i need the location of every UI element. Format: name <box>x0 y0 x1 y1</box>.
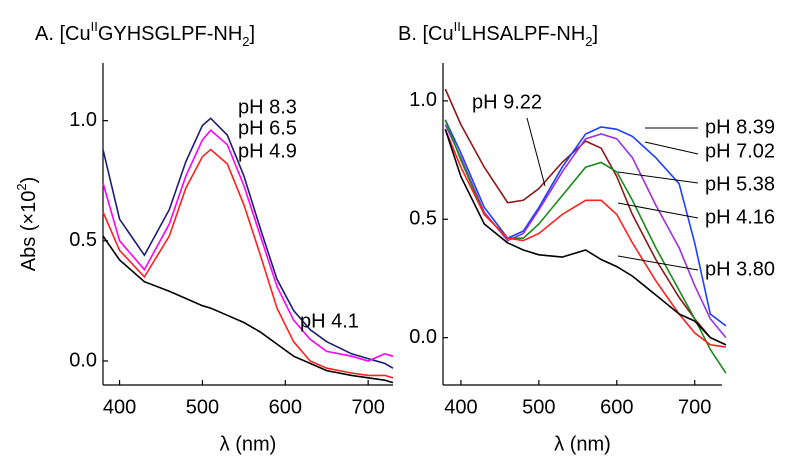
text-part: ) <box>18 177 40 184</box>
spectrum-line <box>444 88 727 346</box>
series-label: pH 6.5 <box>238 117 297 139</box>
y-tick-label: 0.0 <box>69 349 97 371</box>
x-tick-label: 400 <box>444 396 477 418</box>
text-part: 2 <box>14 183 29 190</box>
text-part: ] <box>250 23 256 45</box>
series-label: pH 3.80 <box>705 258 775 280</box>
text-part: 2 <box>585 34 592 49</box>
text-part: GYHSGLPF-NH <box>98 23 242 45</box>
x-tick-label: 500 <box>186 396 219 418</box>
chart-title: B. [CuIILHSALPF-NH2] <box>398 19 598 49</box>
spectrum-line <box>444 129 727 346</box>
x-tick-label: 700 <box>678 396 711 418</box>
series-label: pH 4.9 <box>238 140 297 162</box>
spectrum-line <box>444 124 727 339</box>
spectrum-line <box>444 119 727 327</box>
y-axis-label: Abs (×102) <box>14 177 40 272</box>
spectrum-line <box>102 129 394 362</box>
leader-line <box>644 141 699 155</box>
x-axis-label: λ (nm) <box>220 433 277 455</box>
x-axis-label: λ (nm) <box>554 433 611 455</box>
series-label: pH 8.3 <box>238 96 297 118</box>
spectrum-line <box>444 128 727 348</box>
text-part: A. [Cu <box>35 23 91 45</box>
x-tick-label: 700 <box>351 396 384 418</box>
text-part: II <box>91 19 98 34</box>
spectrum-line <box>444 119 727 374</box>
leader-line <box>617 171 699 184</box>
spectrum-line <box>102 148 394 379</box>
text-part: Abs (×10 <box>18 191 40 272</box>
series-label: pH 8.39 <box>705 116 775 138</box>
x-tick-label: 600 <box>600 396 633 418</box>
spectrum-line <box>102 117 394 369</box>
spectrum-line <box>102 235 394 384</box>
series-label: pH 7.02 <box>705 140 775 162</box>
leader-line <box>617 202 699 219</box>
text-part: B. [Cu <box>398 23 454 45</box>
y-tick-label: 1.0 <box>69 109 97 131</box>
y-tick-label: 1.0 <box>409 89 437 111</box>
x-tick-label: 600 <box>269 396 302 418</box>
y-tick-label: 0.0 <box>409 326 437 348</box>
text-part: II <box>454 19 461 34</box>
y-tick-label: 0.5 <box>409 208 437 230</box>
series-label: pH 4.1 <box>300 310 359 332</box>
x-tick-label: 500 <box>522 396 555 418</box>
series-label: pH 9.22 <box>472 91 542 113</box>
chart-title: A. [CuIIGYHSGLPF-NH2] <box>35 19 255 49</box>
text-part: 2 <box>242 34 249 49</box>
leader-line <box>526 117 546 187</box>
text-part: LHSALPF-NH <box>461 23 585 45</box>
text-part: ] <box>593 23 599 45</box>
series-label: pH 5.38 <box>705 173 775 195</box>
leader-line <box>617 255 699 271</box>
x-tick-label: 400 <box>103 396 136 418</box>
series-label: pH 4.16 <box>705 206 775 228</box>
y-tick-label: 0.5 <box>69 229 97 251</box>
